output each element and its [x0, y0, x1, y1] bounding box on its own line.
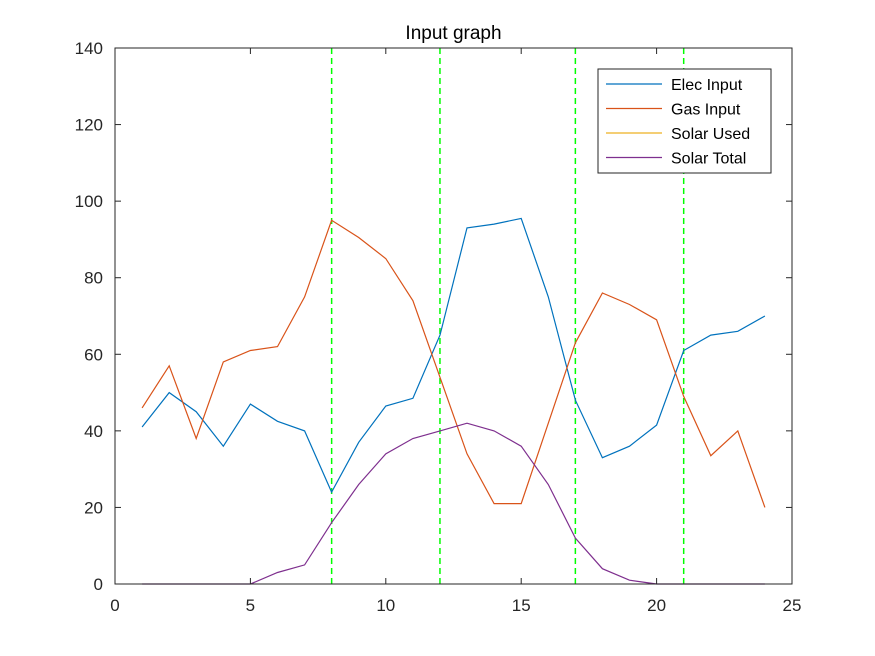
- x-tick-label: 5: [246, 596, 255, 615]
- y-tick-label: 80: [84, 269, 103, 288]
- x-tick-label: 0: [110, 596, 119, 615]
- series-line: [141, 219, 766, 508]
- x-tick-label: 25: [783, 596, 802, 615]
- legend-label: Gas Input: [671, 102, 741, 119]
- y-tick-label: 120: [75, 116, 103, 135]
- x-tick-label: 20: [647, 596, 666, 615]
- legend-label: Solar Used: [671, 126, 750, 143]
- y-tick-label: 60: [84, 345, 103, 364]
- y-tick-label: 100: [75, 192, 103, 211]
- legend-label: Elec Input: [671, 77, 743, 94]
- legend-label: Solar Total: [671, 151, 746, 168]
- y-tick-label: 0: [94, 575, 103, 594]
- x-tick-label: 10: [376, 596, 395, 615]
- axes: 0 5 10 15 20 25 0 20 40 60 80 100 120 140: [75, 39, 802, 615]
- axes-box: [114, 47, 793, 585]
- legend-box: [597, 68, 772, 174]
- chart-title: Input graph: [405, 23, 501, 44]
- x-tick-label: 15: [512, 596, 531, 615]
- series-line: [141, 217, 766, 494]
- y-tick-label: 20: [84, 498, 103, 517]
- y-tick-label: 140: [75, 39, 103, 58]
- y-tick-label: 40: [84, 422, 103, 441]
- legend: Elec Input Gas Input Solar Used Solar Total: [597, 68, 772, 174]
